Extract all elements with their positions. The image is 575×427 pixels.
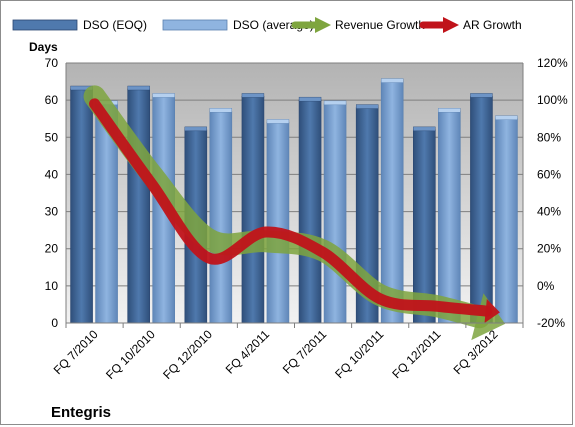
x-tick-label: FQ 12/2010 [160,327,215,382]
ar-growth-arrowhead [484,298,500,324]
legend-label: DSO (average) [233,18,314,32]
bar-dso-eoq [241,93,265,324]
bar-dso-average [495,115,518,324]
bars [70,78,518,324]
y2-tick-label: 20% [537,242,561,256]
y2-tick-label: 60% [537,167,561,181]
y-tick-label: 0 [51,316,58,330]
y2-tick-label: 120% [537,56,568,70]
y-tick-label: 10 [45,279,59,293]
legend-entry: AR Growth [419,17,522,33]
legend-label: AR Growth [463,18,522,32]
y-axis-title: Days [29,40,58,54]
legend-entry: DSO (average) [162,18,314,32]
company-label: Entegris [51,404,111,421]
legend-arrow-icon [419,17,459,33]
legend-swatch [162,19,228,31]
y-tick-label: 60 [45,93,59,107]
legend-label: DSO (EOQ) [83,18,147,32]
x-tick-label: FQ 7/2011 [280,327,330,377]
bar-dso-average [266,119,290,324]
legend-label: Revenue Growth [335,18,425,32]
y-tick-label: 50 [45,130,59,144]
bar-dso-eoq [298,96,322,324]
y2-tick-label: 80% [537,130,561,144]
x-tick-label: FQ 10/2011 [332,327,386,381]
x-tick-label: FQ 10/2010 [103,327,158,382]
ar-growth-line [89,98,500,324]
bar-dso-average [438,108,461,324]
legend-arrow-icon [291,17,331,33]
bar-dso-eoq [70,85,93,324]
legend-entry: Revenue Growth [291,17,425,33]
y2-tick-label: 40% [537,205,561,219]
y-tick-label: 40 [45,167,59,181]
x-tick-label: FQ 4/2011 [223,327,273,377]
y2-tick-label: -20% [537,316,565,330]
bar-dso-average [209,108,233,324]
y-tick-label: 70 [45,56,59,70]
x-tick-label: FQ 12/2011 [389,327,443,381]
bar-dso-eoq [470,93,493,324]
y2-tick-label: 100% [537,93,568,107]
legend: DSO (EOQ) DSO (average) Revenue Growth AR G… [12,17,522,33]
bar-dso-average [323,100,347,324]
x-tick-label: FQ 7/2010 [51,327,101,377]
y-tick-label: 30 [45,205,59,219]
y-tick-label: 20 [45,242,59,256]
legend-swatch [12,19,78,31]
growth-lines [83,85,506,341]
legend-entry: DSO (EOQ) [12,18,147,32]
bar-dso-eoq [127,85,150,324]
y2-tick-label: 0% [537,279,555,293]
